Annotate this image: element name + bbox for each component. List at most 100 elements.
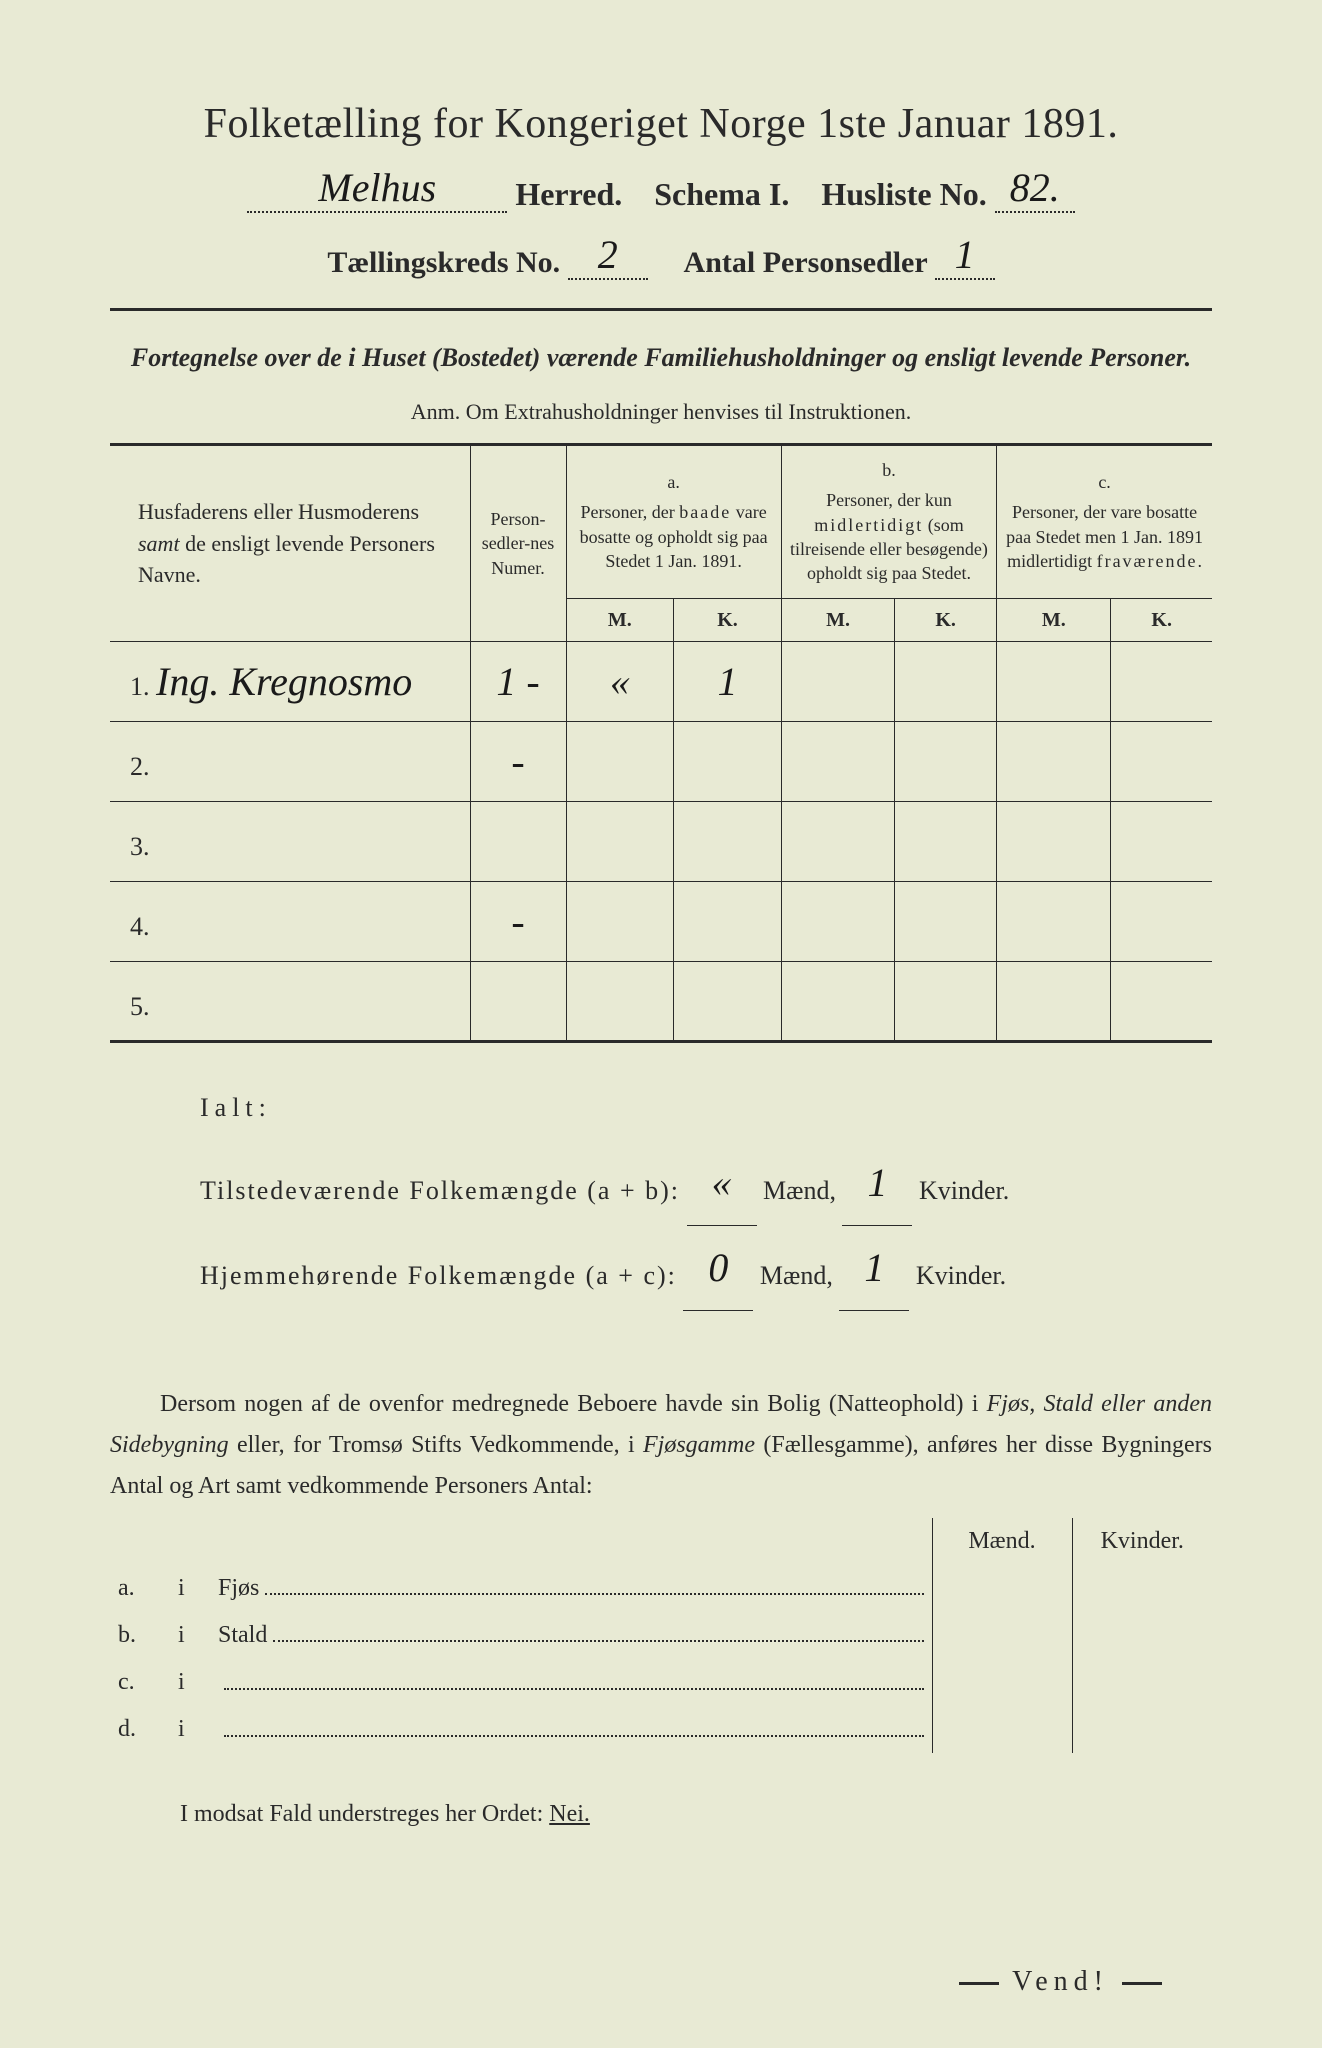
build-row-i: i [170, 1565, 210, 1612]
hdr-b-letter: b. [790, 458, 988, 482]
cell-b-m [781, 642, 894, 722]
hjemme-k: 1 [839, 1226, 909, 1311]
hdr-b-m: M. [781, 598, 894, 642]
schema-label: Schema I. [654, 176, 789, 212]
cell-c-k [1111, 642, 1212, 722]
table-row-name: 4. [110, 882, 470, 962]
build-row-m [932, 1612, 1072, 1659]
cell-c-m [997, 642, 1111, 722]
divider [110, 308, 1212, 311]
cell-a-k [674, 722, 782, 802]
hdr-c-k: K. [1111, 598, 1212, 642]
hdr-names: Husfaderens eller Husmoderens samt de en… [138, 499, 435, 588]
vend-label: Vend! [959, 1966, 1162, 1998]
herred-value: Melhus [247, 164, 507, 213]
cell-c-m [997, 722, 1111, 802]
cell-a-k [674, 962, 782, 1042]
herred-line: Melhus Herred. Schema I. Husliste No. 82… [110, 168, 1212, 217]
build-row-m [932, 1659, 1072, 1706]
cell-a-k [674, 882, 782, 962]
kreds-label: Tællingskreds No. [327, 246, 560, 279]
cell-b-k [895, 962, 997, 1042]
cell-c-k [1111, 802, 1212, 882]
hdr-col-c: c. Personer, der vare bosatte paa Stedet… [997, 444, 1212, 598]
dersom-paragraph: Dersom nogen af de ovenfor medregnede Be… [110, 1384, 1212, 1506]
cell-c-m [997, 962, 1111, 1042]
cell-c-k [1111, 882, 1212, 962]
cell-a-m: « [566, 642, 674, 722]
census-form-page: Folketælling for Kongeriget Norge 1ste J… [0, 0, 1322, 2048]
build-row-k [1072, 1659, 1212, 1706]
husliste-value: 82. [995, 164, 1075, 213]
cell-a-m [566, 802, 674, 882]
cell-numer: 1 - [470, 642, 566, 722]
build-hdr-k: Kvinder. [1072, 1518, 1212, 1565]
hdr-col-b: b. Personer, der kun midlertidigt (som t… [781, 444, 996, 598]
hdr-a-k: K. [674, 598, 782, 642]
build-row-m [932, 1706, 1072, 1753]
table-row-name: 1. Ing. Kregnosmo [110, 642, 470, 722]
cell-b-m [781, 722, 894, 802]
ialt-label: Ialt: [200, 1081, 1212, 1136]
cell-b-k [895, 642, 997, 722]
cell-numer: - [470, 722, 566, 802]
build-row-name: Stald [210, 1612, 932, 1659]
table-row-name: 5. [110, 962, 470, 1042]
hjemme-line: Hjemmehørende Folkemængde (a + c): 0 Mæn… [200, 1229, 1212, 1314]
persons-table: Husfaderens eller Husmoderens samt de en… [110, 443, 1212, 1044]
build-row-letter: d. [110, 1706, 170, 1753]
build-row-name [210, 1659, 932, 1706]
cell-b-k [895, 722, 997, 802]
cell-c-k [1111, 722, 1212, 802]
cell-b-m [781, 962, 894, 1042]
build-row-k [1072, 1565, 1212, 1612]
build-row-name: Fjøs [210, 1565, 932, 1612]
cell-b-m [781, 802, 894, 882]
cell-b-m [781, 882, 894, 962]
build-row-i: i [170, 1612, 210, 1659]
herred-label: Herred. [515, 176, 622, 212]
hdr-col-a: a. Personer, der baade vare bosatte og o… [566, 444, 781, 598]
build-row-letter: b. [110, 1612, 170, 1659]
subtitle-fortegnelse: Fortegnelse over de i Huset (Bostedet) v… [110, 339, 1212, 377]
hdr-a-m: M. [566, 598, 674, 642]
kreds-value: 2 [568, 231, 648, 280]
build-row-letter: c. [110, 1659, 170, 1706]
tilstede-k: 1 [842, 1141, 912, 1226]
hdr-numer: Person-sedler-nes Numer. [470, 444, 566, 642]
build-row-i: i [170, 1659, 210, 1706]
hdr-c-letter: c. [1005, 470, 1204, 494]
build-hdr-m: Mænd. [932, 1518, 1072, 1565]
cell-a-m [566, 962, 674, 1042]
tilstede-line: Tilstedeværende Folkemængde (a + b): « M… [200, 1144, 1212, 1229]
antal-value: 1 [935, 231, 995, 280]
table-row-name: 2. [110, 722, 470, 802]
build-row-m [932, 1565, 1072, 1612]
cell-numer [470, 962, 566, 1042]
build-row-i: i [170, 1706, 210, 1753]
cell-a-k: 1 [674, 642, 782, 722]
cell-a-m [566, 882, 674, 962]
tilstede-m: « [687, 1141, 757, 1226]
antal-label: Antal Personsedler [684, 246, 928, 279]
cell-b-k [895, 882, 997, 962]
page-title: Folketælling for Kongeriget Norge 1ste J… [110, 100, 1212, 148]
cell-c-m [997, 882, 1111, 962]
build-row-k [1072, 1612, 1212, 1659]
hdr-a-letter: a. [575, 470, 773, 494]
totals-block: Ialt: Tilstedeværende Folkemængde (a + b… [200, 1081, 1212, 1314]
build-row-k [1072, 1706, 1212, 1753]
modsat-line: I modsat Fald understreges her Ordet: Ne… [110, 1801, 1212, 1828]
cell-c-k [1111, 962, 1212, 1042]
table-row-name: 3. [110, 802, 470, 882]
husliste-label: Husliste No. [821, 176, 986, 212]
anm-note: Anm. Om Extrahusholdninger henvises til … [110, 399, 1212, 425]
cell-b-k [895, 802, 997, 882]
hjemme-m: 0 [683, 1226, 753, 1311]
nei-word: Nei. [549, 1801, 590, 1827]
cell-a-m [566, 722, 674, 802]
cell-numer [470, 802, 566, 882]
kreds-line: Tællingskreds No. 2 Antal Personsedler 1 [110, 235, 1212, 284]
hdr-c-m: M. [997, 598, 1111, 642]
buildings-table: Mænd. Kvinder. a.iFjøsb.iStaldc.id.i [110, 1518, 1212, 1753]
